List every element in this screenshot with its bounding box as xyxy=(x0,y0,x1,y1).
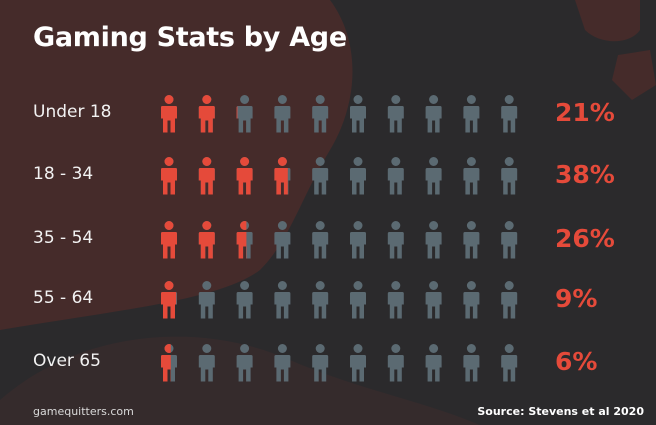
person-icon-row-1-4 xyxy=(274,95,291,133)
age-group-label-2: 18 - 34 xyxy=(33,164,94,184)
person-icon-row-4-2 xyxy=(198,281,215,319)
person-icon-row-1-8 xyxy=(425,95,442,133)
age-group-label-4: 55 - 64 xyxy=(33,288,94,308)
person-icon-row-1-2 xyxy=(198,95,215,133)
site-credit: gamequitters.com xyxy=(33,405,134,418)
person-icon-row-1-9 xyxy=(463,95,480,133)
person-icon-row-2-9 xyxy=(463,157,480,195)
person-icon-row-1-1 xyxy=(161,95,177,133)
person-icon-row-1-7 xyxy=(387,95,404,133)
person-icon-row-1-5 xyxy=(312,95,329,133)
person-icon-row-4-8 xyxy=(425,281,442,319)
age-group-label-3: 35 - 54 xyxy=(33,228,94,248)
person-icon-row-4-10 xyxy=(501,281,518,319)
person-icon-row-3-7 xyxy=(387,221,404,259)
person-icon-row-5-10 xyxy=(501,344,518,382)
person-icon-row-4-7 xyxy=(387,281,404,319)
age-group-label-1: Under 18 xyxy=(33,102,112,122)
background-blob-right xyxy=(612,50,656,100)
person-icon-row-3-5 xyxy=(312,221,329,259)
percent-label-1: 21% xyxy=(555,98,615,127)
source-credit: Source: Stevens et al 2020 xyxy=(477,405,644,418)
person-icon-row-2-6 xyxy=(350,157,366,195)
person-icon-row-2-1 xyxy=(161,157,177,195)
person-icon-row-5-9 xyxy=(463,344,480,382)
person-icon-row-3-10 xyxy=(501,221,518,259)
person-icon-row-2-5 xyxy=(312,157,329,195)
person-icon-row-1-10 xyxy=(501,95,518,133)
age-group-label-5: Over 65 xyxy=(33,351,101,371)
person-icon-row-4-6 xyxy=(350,281,366,319)
person-icon-row-1-3 xyxy=(236,95,253,133)
person-icon-row-1-6 xyxy=(350,95,366,133)
person-icon-row-3-6 xyxy=(350,221,366,259)
person-icon-row-2-10 xyxy=(501,157,518,195)
person-icon-row-5-2 xyxy=(198,344,215,382)
person-icon-row-3-9 xyxy=(463,221,480,259)
person-icon-row-5-5 xyxy=(312,344,329,382)
person-icon-row-4-9 xyxy=(463,281,480,319)
percent-label-4: 9% xyxy=(555,284,598,313)
background-blob-top-right xyxy=(575,0,640,42)
percent-label-2: 38% xyxy=(555,160,615,189)
person-icon-row-2-7 xyxy=(387,157,404,195)
person-icon-row-3-2 xyxy=(198,221,215,259)
person-icon-row-5-8 xyxy=(425,344,442,382)
person-icon-row-4-1 xyxy=(161,281,177,319)
background-blob-left xyxy=(0,0,353,330)
person-icon-row-5-6 xyxy=(350,344,366,382)
person-icon-row-3-1 xyxy=(161,221,177,259)
percent-label-5: 6% xyxy=(555,347,598,376)
chart-title: Gaming Stats by Age xyxy=(33,22,347,53)
person-icon-row-5-3 xyxy=(236,344,253,382)
person-icon-row-3-3 xyxy=(236,221,253,259)
person-icon-row-2-3 xyxy=(236,157,253,195)
person-icon-row-3-4 xyxy=(274,221,291,259)
person-icon-row-5-4 xyxy=(274,344,291,382)
person-icon-row-2-8 xyxy=(425,157,442,195)
percent-label-3: 26% xyxy=(555,224,615,253)
person-icon-row-4-3 xyxy=(236,281,253,319)
person-icon-row-5-7 xyxy=(387,344,404,382)
person-icon-row-2-2 xyxy=(198,157,215,195)
person-icon-row-5-1 xyxy=(161,344,177,382)
person-icon-row-2-4 xyxy=(274,157,291,195)
person-icon-row-4-4 xyxy=(274,281,291,319)
person-icon-row-4-5 xyxy=(312,281,329,319)
person-icon-row-3-8 xyxy=(425,221,442,259)
